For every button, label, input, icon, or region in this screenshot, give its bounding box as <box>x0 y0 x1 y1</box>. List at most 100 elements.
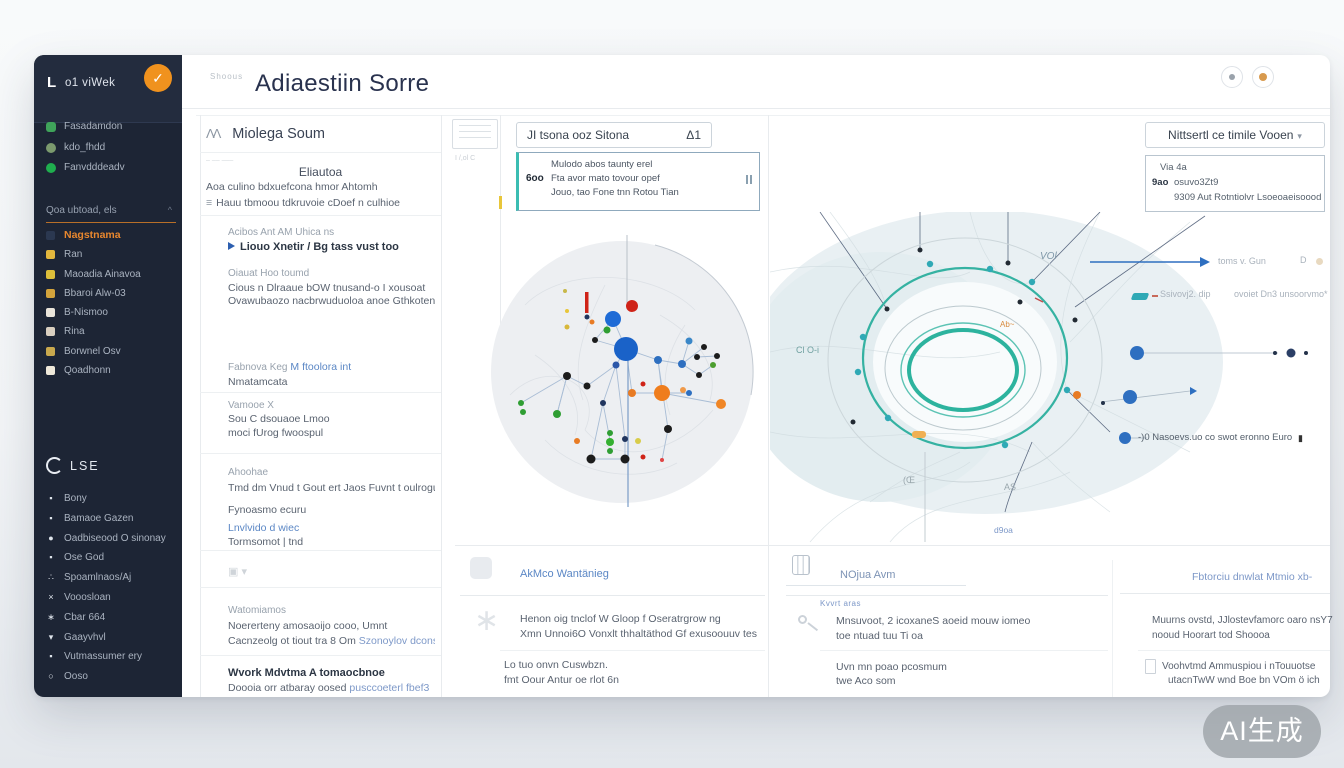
legend-dash-icon <box>1152 295 1158 297</box>
graph-label: (Œ <box>903 475 915 485</box>
sidebar-header: L o1 viWek ✓ <box>34 55 182 123</box>
flag-icon: ▾ <box>48 631 54 642</box>
check-badge-icon[interactable]: ✓ <box>144 64 172 92</box>
info-line: osuvo3Zt9 <box>1174 177 1219 188</box>
detail-line: Fynoasmo ecuru <box>228 504 307 516</box>
divider <box>200 655 441 656</box>
columns-icon <box>792 555 810 575</box>
status-icon <box>46 142 56 153</box>
nav-icon <box>46 288 55 298</box>
graph-label: AS <box>1004 482 1017 492</box>
details-panel: ΛΛ Miolega Soum – –– ––– Eliautoa Aoa cu… <box>200 115 441 697</box>
sidebar-tool-item[interactable]: ∗ Cbar 664 <box>34 608 182 628</box>
primary-action-row[interactable]: Liouo Xnetir / Bg tass vust too <box>228 241 435 253</box>
sidebar-tool-item[interactable]: ▪ Vutmassumer ery <box>34 647 182 667</box>
sidebar-item[interactable]: Fasadamdon <box>34 117 182 138</box>
status-icon <box>46 122 56 132</box>
nav-icon <box>46 308 55 318</box>
intro-line: ≡ Hauu tbmoou tdkruvoie cDoef n culhioe <box>206 197 400 209</box>
nav-icon <box>46 250 55 260</box>
flag-icon: ▮ <box>1298 433 1303 443</box>
chevron-down-icon: ▾ <box>1297 131 1302 141</box>
tool-icon: ▪ <box>49 552 53 563</box>
tool-icon: ▪ <box>49 651 53 662</box>
note-line: Mulodo abos taunty erel <box>551 159 653 170</box>
sidebar-nav-item[interactable]: Qoadhonn <box>34 361 182 380</box>
card-line: Uvn mn poao pcosmum <box>836 661 947 673</box>
legend-label: ovoiet Dn3 unsoorvmo* <box>1234 289 1328 299</box>
card-line: Muurns ovstd, JJlostevfamorc oaro nsY7 <box>1152 615 1333 626</box>
sidebar-nav-item[interactable]: Borwnel Osv <box>34 342 182 361</box>
sparkle-icon: ∗ <box>47 611 55 622</box>
info-line: Via 4a <box>1160 162 1187 173</box>
info-count: 9ao <box>1152 177 1169 188</box>
detail-line: Ovawubaozo nacbrwuduoloa anoe Gthkotent <box>228 295 435 307</box>
section-label: Watomiamos <box>228 605 286 616</box>
line <box>459 125 491 126</box>
detail-line: Cacnzeolg ot tiout tra 8 Om Szonoylov dc… <box>228 635 435 647</box>
sidebar-nav-item[interactable]: Rina <box>34 322 182 341</box>
key-icon <box>798 615 807 624</box>
divider <box>786 585 966 586</box>
divider <box>200 152 441 153</box>
sidebar-tool-item[interactable]: ▪ Bony <box>34 489 182 509</box>
annotation-badge: D <box>1300 255 1307 265</box>
search-input[interactable]: JI tsona ooz Sitona Δ1 <box>516 122 712 148</box>
app-title: o1 viWek <box>65 77 116 89</box>
nav-icon <box>46 231 55 240</box>
info-card[interactable]: Via 4a 9ao osuvo3Zt9 9309 Aut Rotntiolvr… <box>1145 155 1325 212</box>
graph-label: Cl O-i <box>796 345 819 355</box>
inline-link[interactable]: Szonoylov dcons <box>358 635 435 647</box>
yellow-marker <box>499 196 502 209</box>
detail-line: Cious n Dlraaue bOW tnusand-o I xousoat <box>228 282 426 294</box>
toolbar-hint-icon[interactable]: ▣ ▾ <box>228 566 247 578</box>
intro-line: Aoa culino bdxuefcona hmor Ahtomh <box>206 181 378 193</box>
sidebar-nav-item[interactable]: Ran <box>34 245 182 264</box>
sidebar-tool-item[interactable]: ○ Ooso <box>34 667 182 687</box>
play-icon <box>228 242 235 250</box>
divider <box>455 545 1330 546</box>
inline-link[interactable]: M ftoolora int <box>290 361 352 373</box>
scatter-icon: ∴ <box>48 572 54 583</box>
mini-list-widget[interactable] <box>452 119 498 149</box>
divider <box>200 392 441 393</box>
detail-link[interactable]: Lnvlvido d wiec <box>228 522 300 534</box>
drag-handle[interactable] <box>746 175 748 184</box>
sidebar-nav-item[interactable]: B-Nismoo <box>34 303 182 322</box>
network-graph[interactable] <box>455 215 767 545</box>
status-icon <box>46 163 56 173</box>
sidebar-tool-item[interactable]: ▪ Bamaoe Gazen <box>34 509 182 529</box>
header-settings-button[interactable] <box>1252 66 1274 88</box>
page-title: Adiaestiin Sorre <box>255 70 430 97</box>
sidebar-tool-item[interactable]: ▪ Ose God <box>34 548 182 568</box>
sidebar-tool-item[interactable]: ● Oadbiseood O sinonay <box>34 529 182 549</box>
selected-node-card[interactable]: Mulodo abos taunty erel 6oo Fta avor mat… <box>516 152 760 211</box>
sidebar-section-title[interactable]: Qoa ubtoad, els ^ <box>46 205 172 216</box>
drag-handle[interactable] <box>750 175 752 184</box>
header-action-button[interactable] <box>1221 66 1243 88</box>
footer-section-title[interactable]: NOjua Avm <box>840 569 896 581</box>
view-selector-button[interactable]: Nittsertl ce timile Vooen ▾ <box>1145 122 1325 148</box>
card-tag: Kvvrt aras <box>820 599 862 608</box>
card-border <box>786 595 1108 596</box>
sidebar-item[interactable]: Fanvdddeadv <box>34 158 182 179</box>
detail-line: moci fUrog fwoospul <box>228 427 324 439</box>
people-icon: ΛΛ <box>206 126 221 141</box>
section-label: Acibos Ant AM Uhica ns <box>228 227 335 238</box>
inline-link[interactable]: pusccoeterl fbef3 <box>349 682 430 694</box>
sidebar-item[interactable]: kdo_fhdd <box>34 138 182 159</box>
sidebar-nav-item[interactable]: Bbaroi Alw-03 <box>34 284 182 303</box>
sidebar-tool-item[interactable]: ▾ Gaayvhvl <box>34 628 182 648</box>
sidebar-nav-item[interactable]: Nagstnama <box>34 226 182 245</box>
sidebar-tool-item[interactable]: ∴ Spoamlnaos/Aj <box>34 568 182 588</box>
card-line: utacnTwW wnd Boe bn VOm ö ich <box>1168 675 1320 686</box>
annotation-bottom: -)0 Nasoevs.uo co swot eronno Euro <box>1138 432 1293 443</box>
nav-icon <box>46 327 55 337</box>
radial-graph[interactable] <box>770 212 1330 545</box>
divider <box>768 115 769 697</box>
sidebar-nav-item[interactable]: Maoadia Ainavoa <box>34 265 182 284</box>
footer-link[interactable]: AkMco Wantänieg <box>520 568 609 580</box>
card-line: toe ntuad tuu Ti oa <box>836 630 923 642</box>
footer-link[interactable]: Fbtorciu dnwlat Mtmio xb- <box>1192 571 1313 583</box>
sidebar-tool-item[interactable]: × Vooosloan <box>34 588 182 608</box>
